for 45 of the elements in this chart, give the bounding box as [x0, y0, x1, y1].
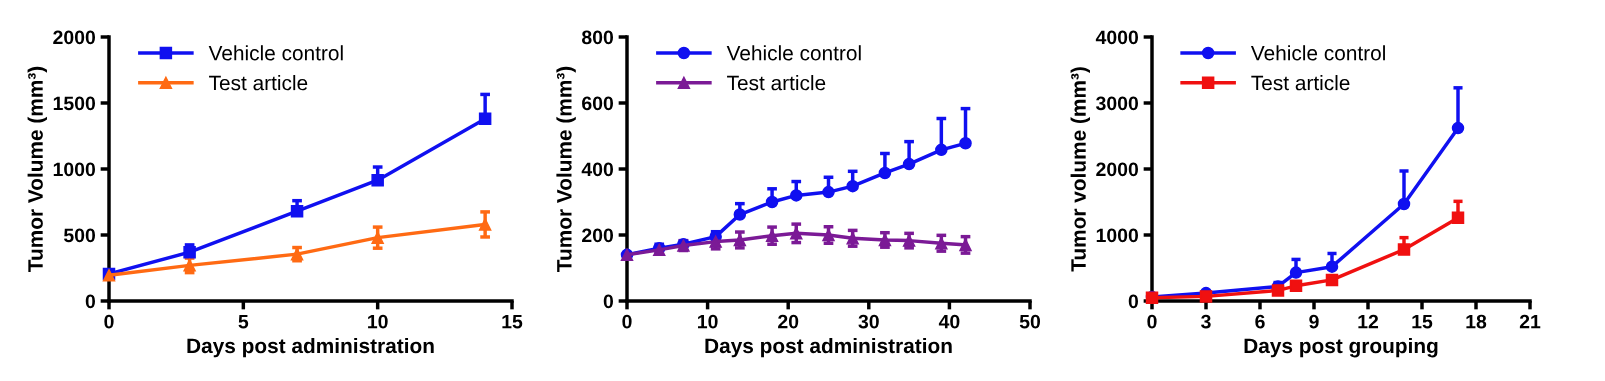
- x-tick-label: 15: [502, 314, 523, 329]
- y-tick-label: 2000: [1096, 162, 1139, 177]
- y-tick-label: 0: [1128, 294, 1139, 309]
- y-tick-label: 1500: [53, 96, 96, 111]
- x-tick-label: 50: [1019, 314, 1041, 329]
- y-tick-label: 2000: [53, 30, 96, 45]
- y-axis-title: Tumor Volume (mm³): [27, 66, 47, 272]
- x-tick-label: 6: [1255, 314, 1265, 329]
- y-axis-title: Tumor volume (mm³): [1070, 67, 1090, 272]
- legend-label: Test article: [727, 75, 826, 91]
- x-tick-label: 10: [368, 314, 388, 329]
- x-tick-label: 15: [1412, 314, 1433, 329]
- x-tick-label: 18: [1466, 314, 1487, 329]
- x-tick-label: 21: [1519, 314, 1541, 329]
- x-tick-label: 40: [938, 314, 960, 329]
- y-tick-label: 0: [603, 294, 614, 309]
- x-axis-title: Days post administration: [187, 337, 434, 358]
- x-tick-label: 5: [238, 314, 249, 329]
- x-tick-label: 12: [1358, 314, 1379, 329]
- legend-label: Vehicle control: [726, 45, 861, 61]
- y-tick-label: 3000: [1096, 96, 1139, 111]
- y-tick-label: 0: [85, 294, 96, 309]
- x-tick-label: 3: [1201, 314, 1211, 329]
- x-tick-label: 0: [104, 314, 114, 329]
- x-tick-label: 9: [1309, 314, 1319, 329]
- legend-label: Test article: [1251, 75, 1350, 91]
- y-tick-label: 800: [581, 30, 614, 45]
- y-tick-label: 4000: [1095, 30, 1139, 45]
- x-tick-label: 20: [778, 314, 799, 329]
- legend-label: Test article: [209, 75, 308, 91]
- y-axis-title: Tumor Volume (mm³): [556, 66, 576, 272]
- y-tick-label: 1000: [1096, 228, 1139, 243]
- legend-label: Vehicle control: [1250, 45, 1385, 61]
- y-tick-label: 1000: [53, 162, 96, 177]
- legend-label: Vehicle control: [208, 45, 343, 61]
- x-tick-label: 30: [858, 314, 879, 329]
- x-tick-label: 10: [698, 314, 718, 329]
- x-tick-label: 0: [1147, 314, 1157, 329]
- x-tick-label: 0: [622, 314, 632, 329]
- y-tick-label: 400: [581, 162, 614, 177]
- x-axis-title: Days post administration: [705, 337, 952, 358]
- y-tick-label: 500: [63, 228, 96, 243]
- y-tick-label: 200: [582, 228, 614, 243]
- y-tick-label: 600: [582, 96, 614, 111]
- x-axis-title: Days post grouping: [1244, 337, 1438, 358]
